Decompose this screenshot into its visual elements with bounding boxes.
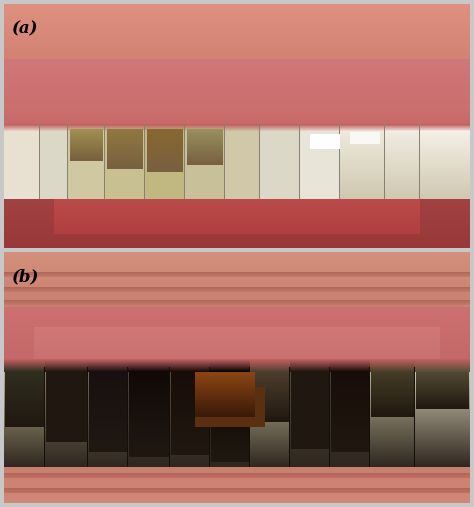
Text: (b): (b) [12, 268, 39, 285]
Text: (a): (a) [12, 20, 38, 37]
